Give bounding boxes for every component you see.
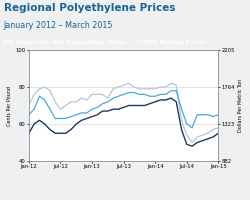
- Y-axis label: Cents Per Pound: Cents Per Pound: [8, 86, 12, 126]
- Text: IHS Chemicals Net Transaction  Index  -  LLDPE Butene Prices: IHS Chemicals Net Transaction Index - LL…: [2, 40, 204, 45]
- Y-axis label: Dollars Per Metric Ton: Dollars Per Metric Ton: [237, 79, 242, 132]
- Text: January 2012 – March 2015: January 2012 – March 2015: [4, 21, 113, 30]
- Text: Regional Polyethylene Prices: Regional Polyethylene Prices: [4, 3, 174, 13]
